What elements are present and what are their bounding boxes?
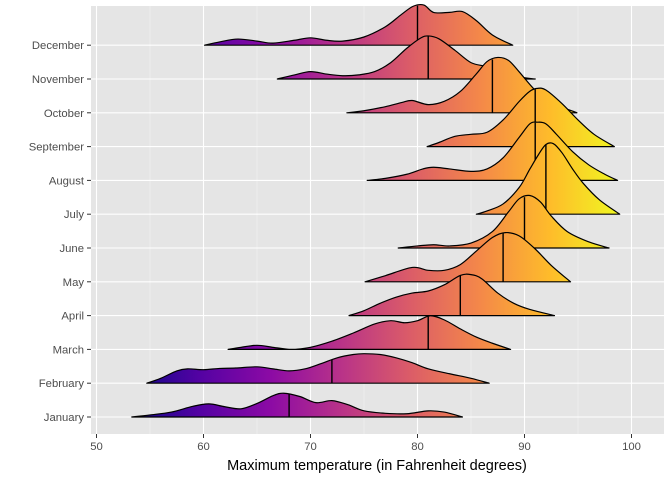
- ridges: [131, 3, 621, 418]
- ridge-february: [146, 353, 490, 384]
- x-axis-title: Maximum temperature (in Fahrenheit degre…: [227, 458, 527, 474]
- y-tick-label: April: [61, 311, 84, 323]
- ridge-january: [131, 392, 464, 418]
- ridge-outline-june: [397, 194, 610, 249]
- axes: January February March April May June July Augu…: [29, 40, 641, 453]
- ridge-outline-july: [475, 142, 621, 215]
- ridge-outline-december: [203, 3, 514, 46]
- ridge-area-january: [131, 393, 463, 417]
- ridge-december: [203, 3, 514, 46]
- ridge-outline-may: [364, 231, 572, 283]
- y-tick-label: March: [53, 344, 84, 356]
- ridge-april: [348, 273, 556, 317]
- y-tick-label: June: [60, 243, 85, 255]
- x-tick-label: 70: [304, 441, 317, 453]
- ridge-area-september: [427, 88, 615, 147]
- ridge-area-april: [349, 274, 555, 316]
- ridge-outline-august: [366, 121, 619, 181]
- ridge-area-november: [277, 35, 536, 79]
- ridge-july: [475, 142, 621, 215]
- y-tick-label: October: [44, 108, 84, 120]
- ridge-outline-march: [227, 315, 512, 350]
- x-tick-label: 60: [197, 441, 210, 453]
- y-tick-label: September: [29, 142, 84, 154]
- ridge-outline-april: [348, 273, 556, 317]
- y-tick-label: August: [49, 175, 85, 187]
- ridge-area-may: [365, 232, 571, 282]
- x-tick-label: 50: [90, 441, 103, 453]
- ridge-area-february: [146, 353, 490, 384]
- ridge-may: [364, 231, 572, 283]
- ridge-outline-september: [426, 87, 615, 148]
- x-tick-label: 90: [518, 441, 531, 453]
- y-tick-label: November: [32, 74, 84, 86]
- ridge-october: [346, 56, 578, 114]
- y-tick-label: January: [44, 412, 85, 424]
- y-tick-label: July: [64, 209, 84, 221]
- ridge-area-june: [398, 195, 610, 248]
- ridge-area-october: [346, 57, 577, 113]
- ridge-outline-october: [346, 56, 578, 114]
- ridge-area-december: [204, 4, 513, 46]
- y-tick-label: February: [39, 378, 85, 390]
- y-tick-label: December: [32, 40, 84, 52]
- ridge-march: [227, 315, 512, 350]
- ridge-outline-january: [131, 392, 464, 418]
- x-tick-label: 80: [411, 441, 424, 453]
- ridge-area-march: [228, 315, 511, 350]
- x-tick-label: 100: [622, 441, 641, 453]
- y-tick-label: May: [63, 277, 85, 289]
- ridge-outline-february: [146, 353, 490, 384]
